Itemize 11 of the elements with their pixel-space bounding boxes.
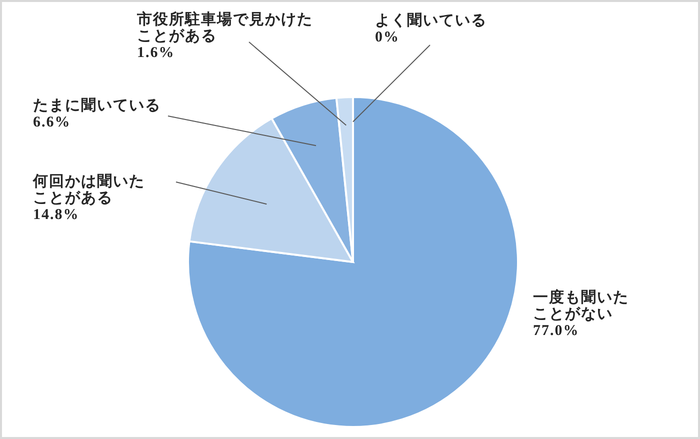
slice-label: 市役所駐車場で見かけたことがある xyxy=(136,10,313,44)
pie-slice xyxy=(187,96,519,428)
category-label: よく聞いている xyxy=(375,13,487,29)
data-label: 77.0% xyxy=(533,323,580,339)
slice-label: 一度も聞いたことがない xyxy=(533,288,629,322)
data-label: 14.8% xyxy=(33,207,80,223)
slice-label: たまに聞いている xyxy=(33,97,161,114)
data-label: 6.6% xyxy=(33,114,71,130)
text: 0% xyxy=(375,30,400,46)
data-label: 1.6% xyxy=(137,45,175,61)
slice-label: 何回かは聞いたことがある xyxy=(32,173,145,206)
